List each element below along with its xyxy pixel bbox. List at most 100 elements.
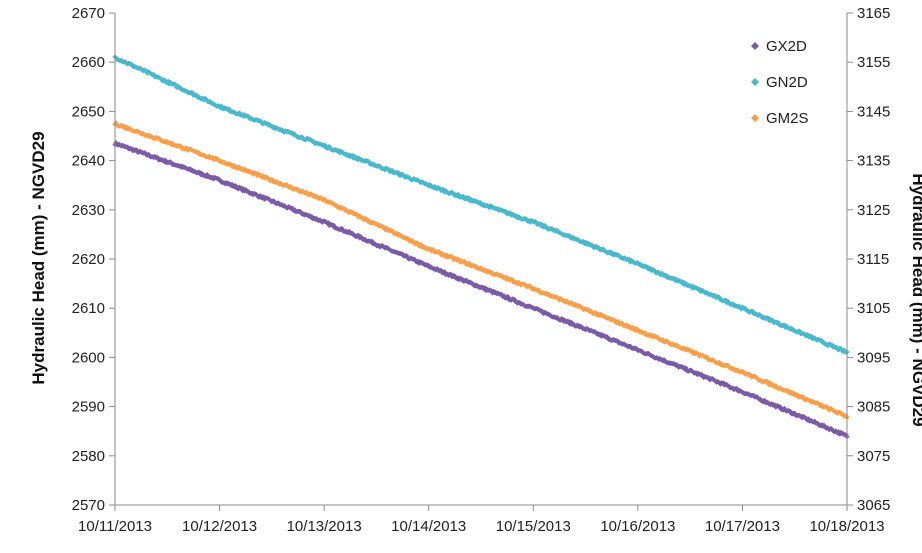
data-point bbox=[805, 332, 811, 338]
data-point bbox=[615, 318, 621, 324]
data-point bbox=[725, 362, 731, 368]
data-point bbox=[452, 273, 458, 279]
data-point bbox=[781, 405, 787, 411]
data-point bbox=[331, 222, 337, 228]
x-tick-label: 10/18/2013 bbox=[809, 518, 884, 535]
data-point bbox=[688, 348, 694, 354]
data-point bbox=[723, 297, 729, 303]
data-point bbox=[417, 241, 423, 247]
data-point bbox=[554, 314, 560, 321]
data-point bbox=[366, 159, 372, 165]
data-point bbox=[766, 381, 772, 387]
data-point bbox=[538, 221, 544, 227]
data-point bbox=[691, 349, 697, 355]
y-tick-label-right: 3065 bbox=[857, 497, 890, 514]
data-point bbox=[269, 176, 275, 182]
y-tick-label-left: 2670 bbox=[72, 5, 105, 22]
data-point bbox=[781, 322, 787, 328]
data-point bbox=[761, 397, 767, 403]
data-point bbox=[615, 338, 621, 344]
data-point bbox=[440, 187, 446, 193]
x-tick-label: 10/12/2013 bbox=[182, 518, 257, 535]
data-point bbox=[675, 362, 681, 369]
y-tick-label-right: 3165 bbox=[857, 5, 890, 22]
data-point bbox=[699, 371, 705, 377]
data-point bbox=[404, 253, 410, 259]
data-point bbox=[717, 381, 724, 387]
data-point bbox=[770, 317, 776, 324]
data-point bbox=[362, 215, 368, 221]
data-point bbox=[499, 292, 505, 298]
data-point bbox=[604, 334, 611, 340]
data-point bbox=[789, 325, 795, 331]
data-point bbox=[679, 279, 685, 285]
x-tick-label: 10/11/2013 bbox=[78, 518, 152, 535]
data-point bbox=[661, 357, 667, 363]
data-point bbox=[825, 425, 831, 431]
data-point bbox=[428, 182, 434, 188]
data-point bbox=[337, 150, 343, 156]
data-point bbox=[772, 402, 778, 408]
data-point bbox=[509, 277, 515, 283]
data-point bbox=[656, 269, 662, 276]
data-point bbox=[507, 210, 513, 216]
plot-area bbox=[112, 54, 850, 440]
data-point bbox=[406, 237, 412, 243]
data-point bbox=[743, 305, 749, 312]
data-point bbox=[684, 346, 690, 352]
data-point bbox=[401, 172, 407, 179]
data-point bbox=[523, 282, 529, 288]
data-point bbox=[586, 307, 592, 313]
data-point bbox=[750, 308, 756, 314]
series-gx2d bbox=[112, 140, 850, 440]
y-tick-label-left: 2650 bbox=[72, 103, 105, 120]
data-point bbox=[716, 295, 722, 301]
y-tick-label-right: 3095 bbox=[857, 349, 890, 366]
data-point bbox=[281, 129, 287, 135]
legend: GX2D GN2D GM2S bbox=[751, 38, 809, 127]
data-point bbox=[459, 276, 465, 282]
x-tick-label: 10/14/2013 bbox=[391, 518, 466, 535]
data-point bbox=[784, 387, 790, 393]
data-point bbox=[395, 170, 401, 176]
data-point bbox=[326, 144, 332, 150]
data-point bbox=[800, 394, 806, 400]
data-point bbox=[648, 332, 655, 338]
legend-label: GN2D bbox=[766, 74, 808, 91]
data-point bbox=[666, 340, 672, 346]
data-point bbox=[435, 266, 441, 272]
x-tick-label: 10/16/2013 bbox=[600, 518, 675, 535]
data-point bbox=[366, 218, 372, 224]
data-point bbox=[812, 418, 818, 424]
data-point bbox=[697, 286, 703, 292]
data-point bbox=[579, 305, 585, 311]
data-point bbox=[773, 383, 779, 389]
axes-layer: 2570 2580 2590 2600 2610 2620 2630 2640 2650 2660… bbox=[72, 5, 891, 535]
data-point bbox=[527, 283, 533, 289]
data-point bbox=[712, 293, 718, 299]
data-point bbox=[336, 147, 342, 154]
data-point bbox=[836, 429, 842, 435]
data-point bbox=[560, 316, 566, 322]
data-point bbox=[354, 211, 360, 217]
data-point bbox=[825, 343, 831, 349]
data-point bbox=[343, 151, 349, 157]
data-point bbox=[527, 219, 533, 225]
data-point bbox=[600, 246, 606, 252]
data-point bbox=[663, 272, 669, 279]
y-tick-label-right: 3105 bbox=[857, 300, 890, 317]
data-point bbox=[394, 230, 400, 237]
data-point bbox=[681, 345, 687, 351]
legend-marker bbox=[751, 114, 759, 122]
data-point bbox=[535, 287, 542, 293]
y-tick-label-left: 2600 bbox=[72, 349, 105, 366]
data-point bbox=[766, 315, 772, 321]
data-point bbox=[271, 198, 277, 204]
y-tick-label-left: 2590 bbox=[72, 399, 105, 416]
data-point bbox=[462, 259, 468, 265]
data-point bbox=[627, 343, 634, 349]
y-tick-label-right: 3085 bbox=[857, 399, 890, 416]
data-point bbox=[303, 189, 309, 195]
data-point bbox=[655, 334, 661, 340]
data-point bbox=[815, 420, 821, 426]
